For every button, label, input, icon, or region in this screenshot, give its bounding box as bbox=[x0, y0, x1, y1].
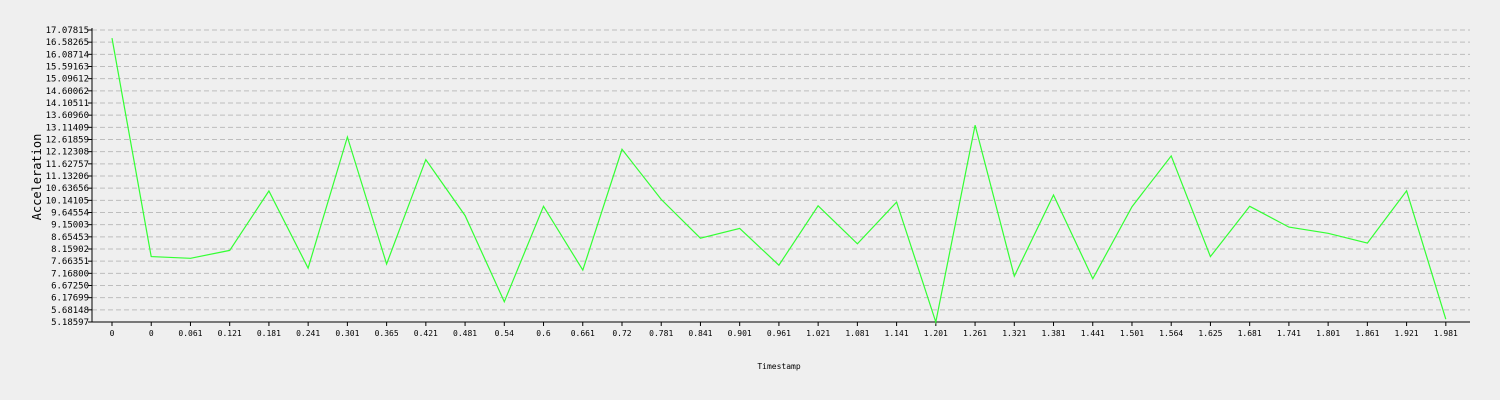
y-tick-label: 6.67250 bbox=[51, 281, 89, 291]
x-tick-label: 0.365 bbox=[375, 329, 399, 338]
x-tick-label: 0.841 bbox=[688, 329, 712, 338]
x-tick-label: 1.021 bbox=[806, 329, 830, 338]
x-tick-label: 1.801 bbox=[1316, 329, 1340, 338]
x-tick-label: 0.301 bbox=[335, 329, 359, 338]
y-tick-label: 12.12308 bbox=[46, 148, 89, 158]
y-tick-label: 10.63656 bbox=[46, 184, 89, 194]
x-tick-label: 1.681 bbox=[1238, 329, 1262, 338]
x-tick-label: 0.6 bbox=[536, 329, 551, 338]
x-tick-label: 0.421 bbox=[414, 329, 438, 338]
y-tick-label: 15.09612 bbox=[46, 75, 89, 85]
x-tick-label: 1.501 bbox=[1120, 329, 1144, 338]
y-tick-label: 12.61859 bbox=[46, 135, 89, 145]
y-tick-label: 13.11409 bbox=[46, 123, 89, 133]
x-tick-label: 1.441 bbox=[1081, 329, 1105, 338]
y-tick-label: 9.15003 bbox=[51, 221, 89, 231]
y-tick-label: 15.59163 bbox=[46, 62, 89, 72]
x-tick-label: 1.141 bbox=[885, 329, 909, 338]
y-tick-label: 9.64554 bbox=[51, 208, 89, 218]
y-tick-label: 5.18597 bbox=[51, 318, 89, 328]
x-tick-label: 0.901 bbox=[728, 329, 752, 338]
x-tick-label: 0 bbox=[149, 329, 154, 338]
y-tick-label: 14.60062 bbox=[46, 87, 89, 97]
x-tick-label: 0.241 bbox=[296, 329, 320, 338]
x-tick-label: 1.201 bbox=[924, 329, 948, 338]
y-tick-label: 5.68148 bbox=[51, 306, 89, 316]
x-axis-title: Timestamp bbox=[757, 362, 801, 371]
x-tick-label: 1.625 bbox=[1198, 329, 1222, 338]
x-tick-label: 0.181 bbox=[257, 329, 281, 338]
y-axis-ticks: 5.18597 5.68148 6.17699 6.67250 7.16800 7.663… bbox=[46, 26, 92, 328]
y-tick-label: 13.60960 bbox=[46, 111, 89, 121]
x-tick-label: 1.081 bbox=[845, 329, 869, 338]
y-tick-label: 16.08714 bbox=[46, 50, 89, 60]
y-tick-label: 16.58265 bbox=[46, 38, 89, 48]
x-tick-label: 0.121 bbox=[218, 329, 242, 338]
x-tick-label: 0.781 bbox=[649, 329, 673, 338]
x-tick-label: 1.861 bbox=[1355, 329, 1379, 338]
x-tick-label: 0.54 bbox=[495, 329, 514, 338]
x-tick-label: 0.72 bbox=[612, 329, 631, 338]
x-tick-label: 1.981 bbox=[1434, 329, 1458, 338]
grid-lines bbox=[92, 29, 1470, 311]
x-tick-label: 0.481 bbox=[453, 329, 477, 338]
x-tick-label: 0.661 bbox=[571, 329, 595, 338]
x-tick-label: 1.321 bbox=[1002, 329, 1026, 338]
y-tick-label: 7.66351 bbox=[51, 257, 89, 267]
x-tick-label: 0 bbox=[110, 329, 115, 338]
y-tick-label: 6.17699 bbox=[51, 294, 89, 304]
x-tick-label: 1.261 bbox=[963, 329, 987, 338]
y-tick-label: 14.10511 bbox=[46, 99, 89, 109]
y-tick-label: 11.62757 bbox=[46, 160, 89, 170]
y-tick-label: 8.15902 bbox=[51, 245, 89, 255]
y-tick-label: 17.07815 bbox=[46, 26, 89, 36]
x-tick-label: 0.061 bbox=[178, 329, 202, 338]
y-tick-label: 11.13206 bbox=[46, 172, 89, 182]
y-tick-label: 8.65453 bbox=[51, 233, 89, 243]
x-tick-label: 1.381 bbox=[1041, 329, 1065, 338]
series-line bbox=[111, 37, 1447, 325]
x-tick-label: 1.921 bbox=[1395, 329, 1419, 338]
y-axis-title: Acceleration bbox=[30, 134, 44, 221]
x-tick-label: 1.564 bbox=[1159, 329, 1183, 338]
x-tick-label: 1.741 bbox=[1277, 329, 1301, 338]
x-axis-ticks: 0 0 0.061 0.121 0.181 0.241 0.301 0.365 0.421 0.4… bbox=[110, 322, 1458, 338]
x-tick-label: 0.961 bbox=[767, 329, 791, 338]
y-tick-label: 7.16800 bbox=[51, 269, 89, 279]
series bbox=[111, 37, 1447, 325]
y-tick-label: 10.14105 bbox=[46, 196, 89, 206]
